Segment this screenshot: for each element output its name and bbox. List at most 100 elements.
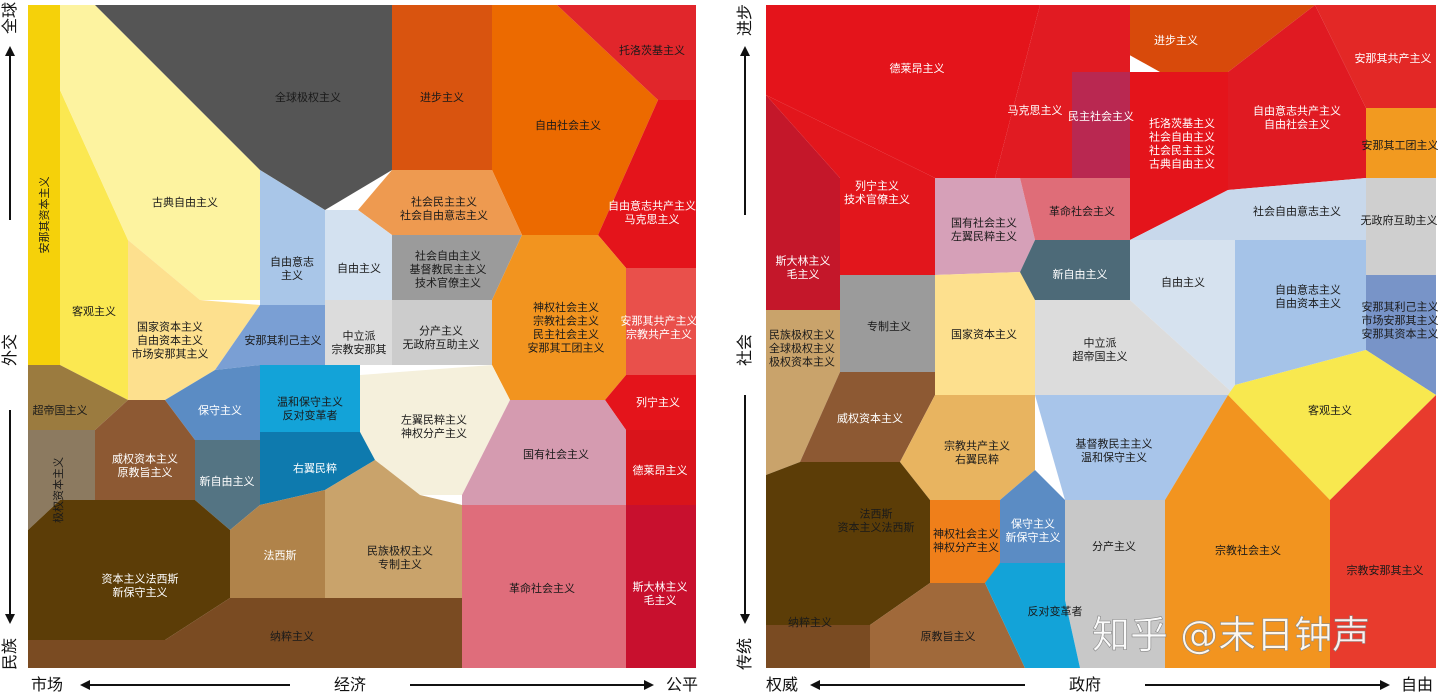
left-region-label-global-totalitarianism: 全球极权主义 (275, 90, 341, 104)
left-region-label-neoliberalism: 新自由主义 (200, 474, 255, 488)
left-region-global-totalitarianism (95, 5, 392, 210)
right-region-despotism (840, 275, 935, 372)
right-region-mutualism (1366, 178, 1436, 275)
left-region-label-social-democracy: 社会民主主义社会自由意志主义 (400, 194, 488, 222)
right-region-label-reactionary: 反对变革者 (1028, 604, 1083, 618)
left-region-label-libertarian-socialism: 自由社会主义 (535, 118, 601, 132)
right-region-label-religious-communism: 宗教共产主义右翼民粹 (944, 438, 1010, 466)
left-region-centrism (325, 300, 392, 365)
left-region-label-capitalist-fascism: 资本主义法西斯新保守主义 (102, 571, 179, 599)
left-region-libertarian-communism (598, 100, 696, 268)
left-region-label-social-liberalism: 社会自由主义基督教民主主义技术官僚主义 (410, 249, 487, 290)
right-region-label-social-libertarianism: 社会自由意志主义 (1253, 204, 1341, 218)
left-region-label-nazism: 纳粹主义 (270, 629, 314, 643)
left-region-conservatism (165, 365, 260, 440)
left-region-moderate-conservatism (260, 365, 360, 432)
right-axis-mid-label: 社会 (735, 334, 754, 366)
left-region-label-national-totalitarianism: 民族极权主义专制主义 (367, 543, 433, 571)
right-region-liberalism (1130, 240, 1235, 395)
left-region-label-moderate-conservatism: 温和保守主义反对变革者 (277, 394, 343, 422)
left-axis-x-left-label: 市场 (31, 675, 63, 693)
right-axis-x-left-label: 权威 (766, 675, 798, 693)
left-region-label-state-socialism: 国有社会主义 (523, 447, 589, 461)
right-region-label-state-socialism: 国有社会主义左翼民粹主义 (951, 215, 1017, 243)
right-region-national-totalitarianism (766, 310, 840, 475)
right-region-fascism (766, 462, 930, 625)
left-region-anarcho-communism (626, 268, 696, 375)
right-region-label-conservatism: 保守主义新保守主义 (1006, 516, 1061, 544)
right-region-religious-anarchism (1330, 395, 1436, 668)
left-region-label-supranationalism: 超帝国主义 (33, 403, 88, 417)
right-region-leninism (766, 95, 935, 275)
left-axes: 全球 外交 民族 市场 经济 公平 (0, 2, 698, 693)
left-region-libertarian-socialism (492, 5, 658, 235)
left-region-label-totalitarian-capitalism: 极权资本主义 (51, 457, 65, 523)
left-region-label-right-populism: 右翼民粹 (293, 461, 337, 475)
right-region-label-stalinism: 斯大林主义毛主义 (776, 253, 831, 281)
right-region-label-marxism: 马克思主义 (1008, 104, 1063, 117)
right-region-label-despotism: 专制主义 (867, 319, 911, 333)
right-region-centrism (1035, 300, 1235, 395)
left-region-label-leninism: 列宁主义 (636, 395, 680, 409)
right-region-religious-socialism (1165, 395, 1330, 668)
watermark: 知乎 @末日钟声 (1092, 613, 1370, 657)
right-region-label-christian-democracy: 基督教民主主义温和保守主义 (1076, 436, 1153, 464)
right-region-deleonism (766, 5, 1040, 178)
left-axis-mid-label: 外交 (0, 334, 19, 366)
left-region-revolutionary-socialism (462, 505, 626, 668)
right-axis-x-mid-label: 政府 (1069, 675, 1101, 693)
left-region-label-anarcho-egoism: 安那其利己主义 (245, 333, 322, 347)
right-region-distributism (1065, 500, 1165, 668)
right-region-anarcho-communism (1315, 5, 1436, 108)
left-region-label-juche: 德莱昂主义 (633, 463, 688, 477)
right-region-label-religious-socialism: 宗教社会主义 (1215, 543, 1281, 557)
right-region-label-progressivism: 进步主义 (1154, 34, 1198, 47)
right-region-conservatism (1000, 470, 1065, 563)
right-region-fundamentalism (870, 583, 1025, 668)
left-region-objectivism (60, 5, 128, 400)
left-region-totalitarian-capitalism (28, 430, 95, 530)
left-region-neoliberalism (195, 440, 260, 530)
left-region-stalinism (626, 505, 696, 668)
left-region-label-anarcho-capitalism: 安那其资本主义 (37, 177, 51, 254)
left-region-anarcho-egoism (215, 305, 325, 370)
left-region-label-objectivism: 客观主义 (72, 304, 116, 318)
left-region-label-left-populism: 左翼民粹主义神权分产主义 (401, 412, 467, 440)
right-region-label-libertarianism: 自由意志主义自由资本主义 (1275, 282, 1341, 310)
right-region-authoritarian-capitalism (800, 372, 935, 462)
left-region-capitalist-fascism (28, 500, 230, 640)
right-region-label-religious-anarchism: 宗教安那其主义 (1347, 563, 1424, 577)
right-region-label-deleonism: 德莱昂主义 (890, 61, 945, 75)
right-region-marxism (995, 5, 1130, 178)
left-region-libertarianism (260, 170, 325, 305)
right-region-religious-communism (900, 395, 1035, 500)
left-region-label-libertarianism: 自由意志主义 (270, 254, 314, 282)
right-region-label-fundamentalism: 原教旨主义 (921, 630, 976, 643)
right-region-label-distributism: 分产主义 (1092, 539, 1136, 553)
left-region-anarcho-capitalism (28, 5, 60, 365)
left-axis-x-mid-label: 经济 (334, 675, 366, 693)
right-region-reactionary (985, 563, 1080, 668)
right-region-label-fascism: 法西斯资本主义法西斯 (838, 506, 915, 534)
left-region-label-progressivism: 进步主义 (420, 91, 464, 104)
left-region-supranationalism (28, 365, 128, 430)
right-region-label-democratic-socialism: 民主社会主义 (1068, 109, 1134, 123)
left-region-label-liberalism: 自由主义 (337, 261, 381, 275)
right-axis-x-right-label: 自由 (1401, 675, 1433, 693)
left-region-national-totalitarianism (325, 460, 462, 598)
right-region-revolutionary-socialism (1020, 178, 1130, 240)
right-region-label-anarcho-communism: 安那其共产主义 (1355, 51, 1432, 65)
right-region-libertarianism (1235, 240, 1366, 385)
left-region-theocratic-socialism (492, 235, 626, 400)
left-axis-top-label: 全球 (0, 2, 19, 34)
left-region-social-democracy (358, 170, 522, 235)
left-region-label-conservatism: 保守主义 (198, 403, 242, 417)
right-region-theocratic-socialism (930, 500, 1000, 583)
left-region-label-trotskyism: 托洛茨基主义 (619, 43, 685, 57)
left-region-label-authoritarian-capitalism: 威权资本主义原教旨主义 (112, 451, 178, 479)
right-region-label-objectivism: 客观主义 (1308, 403, 1352, 417)
right-region-anarcho-syndicalism (1366, 108, 1436, 178)
left-region-state-capitalism (128, 240, 260, 400)
